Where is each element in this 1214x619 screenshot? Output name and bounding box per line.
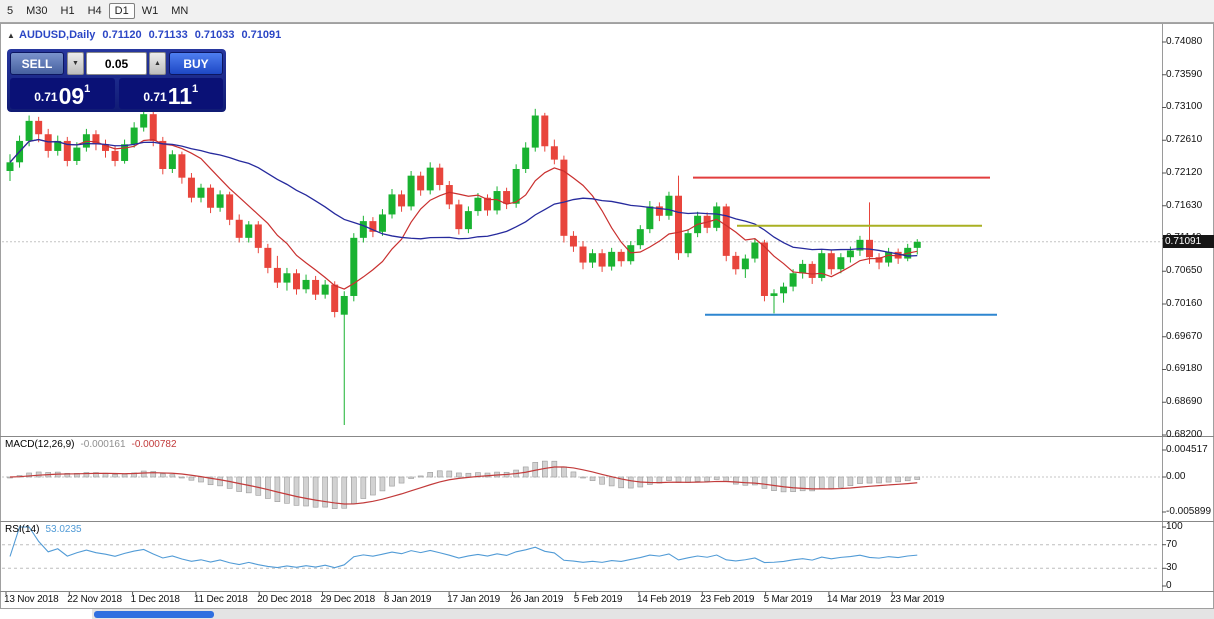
- timeframe-button-5[interactable]: 5: [7, 5, 14, 17]
- horizontal-scrollbar[interactable]: [0, 609, 1214, 619]
- rsi-header: RSI(14) 53.0235: [5, 524, 82, 535]
- volume-decrease-icon[interactable]: ▼: [67, 52, 84, 75]
- current-price-badge: 0.71091: [1163, 234, 1214, 248]
- timeframe-button-m30[interactable]: M30: [26, 5, 48, 17]
- buy-button[interactable]: BUY: [169, 52, 223, 75]
- buy-price-pips: 11: [167, 83, 193, 109]
- buy-price-point: 1: [192, 83, 199, 95]
- ohlc-close: 0.71091: [241, 29, 282, 41]
- ohlc-open: 0.71120: [102, 29, 142, 41]
- sell-price-prefix: 0.71: [34, 90, 58, 104]
- one-click-trading-panel: SELL ▼ 0.05 ▲ BUY 0.71 09 1 0.71 11 1: [7, 49, 226, 112]
- buy-price-display: 0.71 11 1: [118, 78, 223, 109]
- scrollbar-track-start: [0, 609, 92, 619]
- symbol-label: AUDUSD,Daily: [19, 29, 96, 41]
- timeframe-button-d1[interactable]: D1: [108, 3, 135, 19]
- macd-signal-value: -0.000782: [131, 439, 177, 450]
- rsi-value: 53.0235: [45, 524, 82, 535]
- timeframe-button-h4[interactable]: H4: [87, 5, 102, 17]
- sell-price-point: 1: [84, 83, 91, 95]
- sell-button[interactable]: SELL: [10, 52, 64, 75]
- buy-price-prefix: 0.71: [143, 90, 167, 104]
- timeframe-toolbar: 5 M30 H1 H4 D1 W1 MN: [0, 0, 1214, 23]
- chart-header: AUDUSD,Daily 0.71120 0.71133 0.71033 0.7…: [19, 29, 281, 41]
- rsi-title: RSI(14): [5, 524, 40, 535]
- one-click-collapse-icon[interactable]: ▲: [7, 31, 15, 40]
- volume-field[interactable]: 0.05: [86, 52, 147, 75]
- macd-main-value: -0.000161: [80, 439, 126, 450]
- timeframe-button-h1[interactable]: H1: [60, 5, 75, 17]
- sell-price-display: 0.71 09 1: [10, 78, 115, 109]
- ohlc-high: 0.71133: [148, 29, 188, 41]
- timeframe-button-mn[interactable]: MN: [171, 5, 189, 17]
- macd-header: MACD(12,26,9) -0.000161 -0.000782: [5, 439, 177, 450]
- volume-increase-icon[interactable]: ▲: [149, 52, 166, 75]
- macd-title: MACD(12,26,9): [5, 439, 75, 450]
- sell-price-pips: 09: [58, 83, 85, 109]
- chart-background: [0, 23, 1214, 609]
- timeframe-button-w1[interactable]: W1: [141, 5, 159, 17]
- ohlc-low: 0.71033: [194, 29, 235, 41]
- scrollbar-thumb[interactable]: [94, 611, 214, 618]
